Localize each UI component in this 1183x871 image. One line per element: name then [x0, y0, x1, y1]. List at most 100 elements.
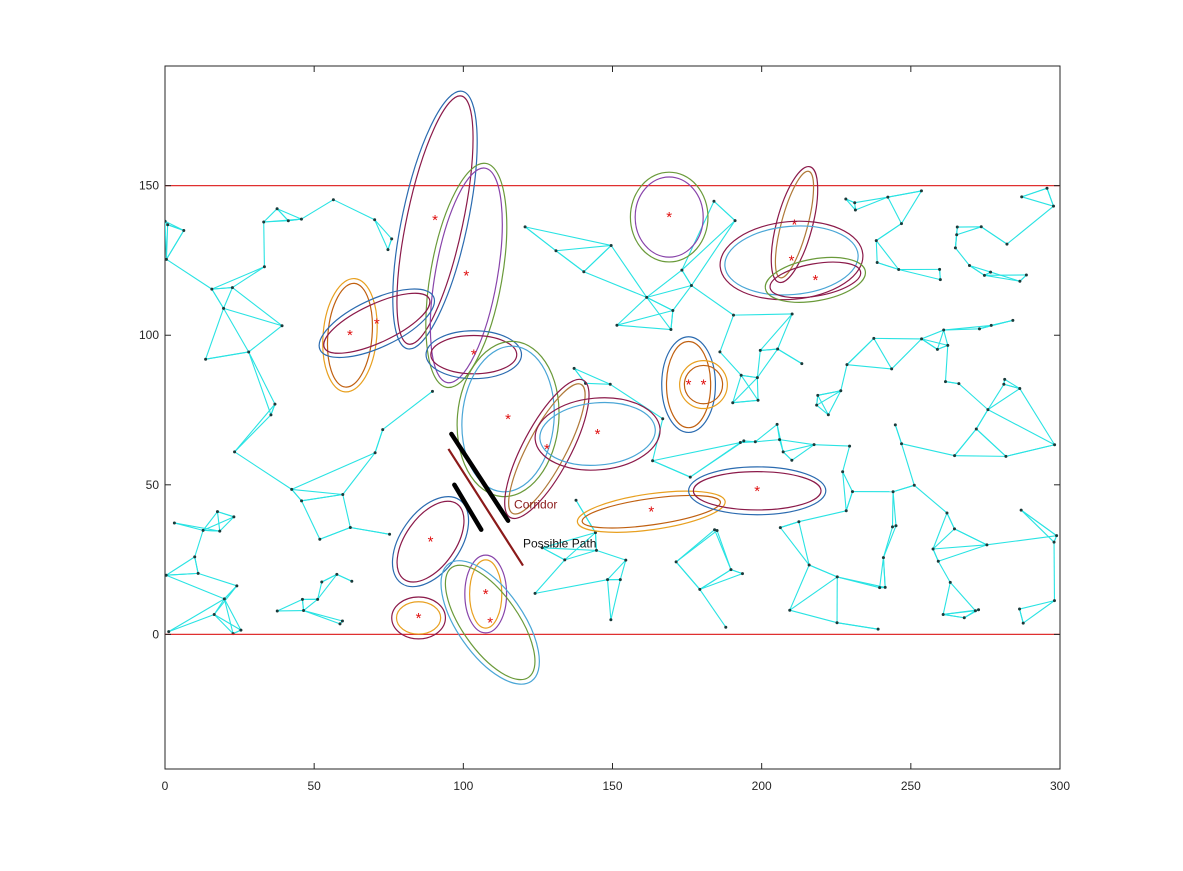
roadmap-node: [741, 572, 744, 575]
roadmap-node: [231, 286, 234, 289]
roadmap-node: [239, 629, 242, 632]
roadmap-edge: [940, 269, 941, 279]
roadmap-node: [341, 493, 344, 496]
roadmap-node: [524, 225, 527, 228]
annotation-label: Possible Path: [523, 537, 596, 551]
roadmap-node: [573, 367, 576, 370]
roadmap-node: [1011, 319, 1014, 322]
roadmap-node: [193, 555, 196, 558]
roadmap-node: [1020, 195, 1023, 198]
roadmap-node: [938, 268, 941, 271]
roadmap-node: [892, 490, 895, 493]
roadmap-node: [980, 225, 983, 228]
roadmap-node: [661, 417, 664, 420]
roadmap-node: [1022, 622, 1025, 625]
roadmap-node: [886, 196, 889, 199]
roadmap-node: [900, 442, 903, 445]
roadmap-node: [1025, 273, 1028, 276]
roadmap-node: [815, 404, 818, 407]
roadmap-node: [920, 189, 923, 192]
roadmap-node: [320, 580, 323, 583]
y-tick-label: 50: [146, 478, 160, 492]
roadmap-node: [836, 575, 839, 578]
roadmap-node: [779, 526, 782, 529]
roadmap-node: [1053, 599, 1056, 602]
obstacle-center-marker: *: [701, 377, 707, 394]
obstacle-center-marker: *: [686, 377, 692, 394]
roadmap-node: [756, 376, 759, 379]
roadmap-node: [575, 499, 578, 502]
roadmap-node: [609, 618, 612, 621]
roadmap-node: [813, 443, 816, 446]
roadmap-node: [946, 344, 949, 347]
roadmap-node: [165, 258, 168, 261]
roadmap-node: [897, 268, 900, 271]
roadmap-node: [1002, 383, 1005, 386]
roadmap-node: [165, 574, 168, 577]
roadmap-node: [891, 525, 894, 528]
roadmap-node: [791, 312, 794, 315]
roadmap-node: [332, 198, 335, 201]
roadmap-node: [724, 626, 727, 629]
roadmap-node: [757, 399, 760, 402]
roadmap-node: [173, 521, 176, 524]
roadmap-node: [301, 598, 304, 601]
roadmap-node: [218, 530, 221, 533]
obstacle-center-marker: *: [789, 252, 795, 269]
roadmap-node: [164, 220, 167, 223]
roadmap-node: [281, 324, 284, 327]
roadmap-node: [790, 459, 793, 462]
roadmap-node: [937, 560, 940, 563]
obstacle-center-marker: *: [428, 534, 434, 551]
roadmap-node: [800, 362, 803, 365]
roadmap-node: [290, 488, 293, 491]
y-tick-label: 0: [152, 627, 159, 641]
roadmap-node: [955, 233, 958, 236]
roadmap-node: [624, 559, 627, 562]
roadmap-node: [839, 389, 842, 392]
roadmap-node: [900, 222, 903, 225]
x-tick-label: 100: [453, 779, 473, 793]
roadmap-node: [894, 524, 897, 527]
roadmap-node: [167, 630, 170, 633]
roadmap-node: [386, 248, 389, 251]
roadmap-node: [978, 327, 981, 330]
roadmap-node: [845, 363, 848, 366]
roadmap-node: [582, 270, 585, 273]
roadmap-node: [953, 454, 956, 457]
roadmap-node: [788, 609, 791, 612]
roadmap-node: [989, 271, 992, 274]
roadmap-node: [1004, 455, 1007, 458]
obstacle-center-marker: *: [595, 426, 601, 443]
x-tick-label: 150: [602, 779, 622, 793]
obstacle-center-marker: *: [463, 267, 469, 284]
roadmap-node: [884, 586, 887, 589]
roadmap-node: [729, 568, 732, 571]
roadmap-node: [373, 218, 376, 221]
roadmap-node: [853, 201, 856, 204]
roadmap-node: [956, 226, 959, 229]
roadmap-node: [977, 608, 980, 611]
roadmap-node: [942, 613, 945, 616]
roadmap-node: [216, 510, 219, 513]
obstacle-center-marker: *: [471, 347, 477, 364]
roadmap-node: [949, 581, 952, 584]
roadmap-node: [1018, 387, 1021, 390]
obstacle-center-marker: *: [666, 209, 672, 226]
roadmap-node: [338, 622, 341, 625]
x-tick-label: 300: [1050, 779, 1070, 793]
roadmap-node: [1046, 187, 1049, 190]
roadmap-node: [939, 278, 942, 281]
roadmap-node: [233, 450, 236, 453]
roadmap-node: [890, 367, 893, 370]
roadmap-node: [742, 439, 745, 442]
roadmap-node: [300, 218, 303, 221]
roadmap-node: [247, 350, 250, 353]
roadmap-node: [390, 237, 393, 240]
roadmap-node: [1003, 378, 1006, 381]
roadmap-node: [985, 543, 988, 546]
roadmap-node: [645, 296, 648, 299]
roadmap-node: [732, 314, 735, 317]
